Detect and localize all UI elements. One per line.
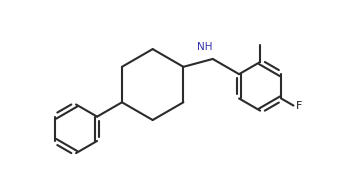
Text: F: F: [295, 101, 302, 110]
Text: NH: NH: [197, 41, 212, 52]
